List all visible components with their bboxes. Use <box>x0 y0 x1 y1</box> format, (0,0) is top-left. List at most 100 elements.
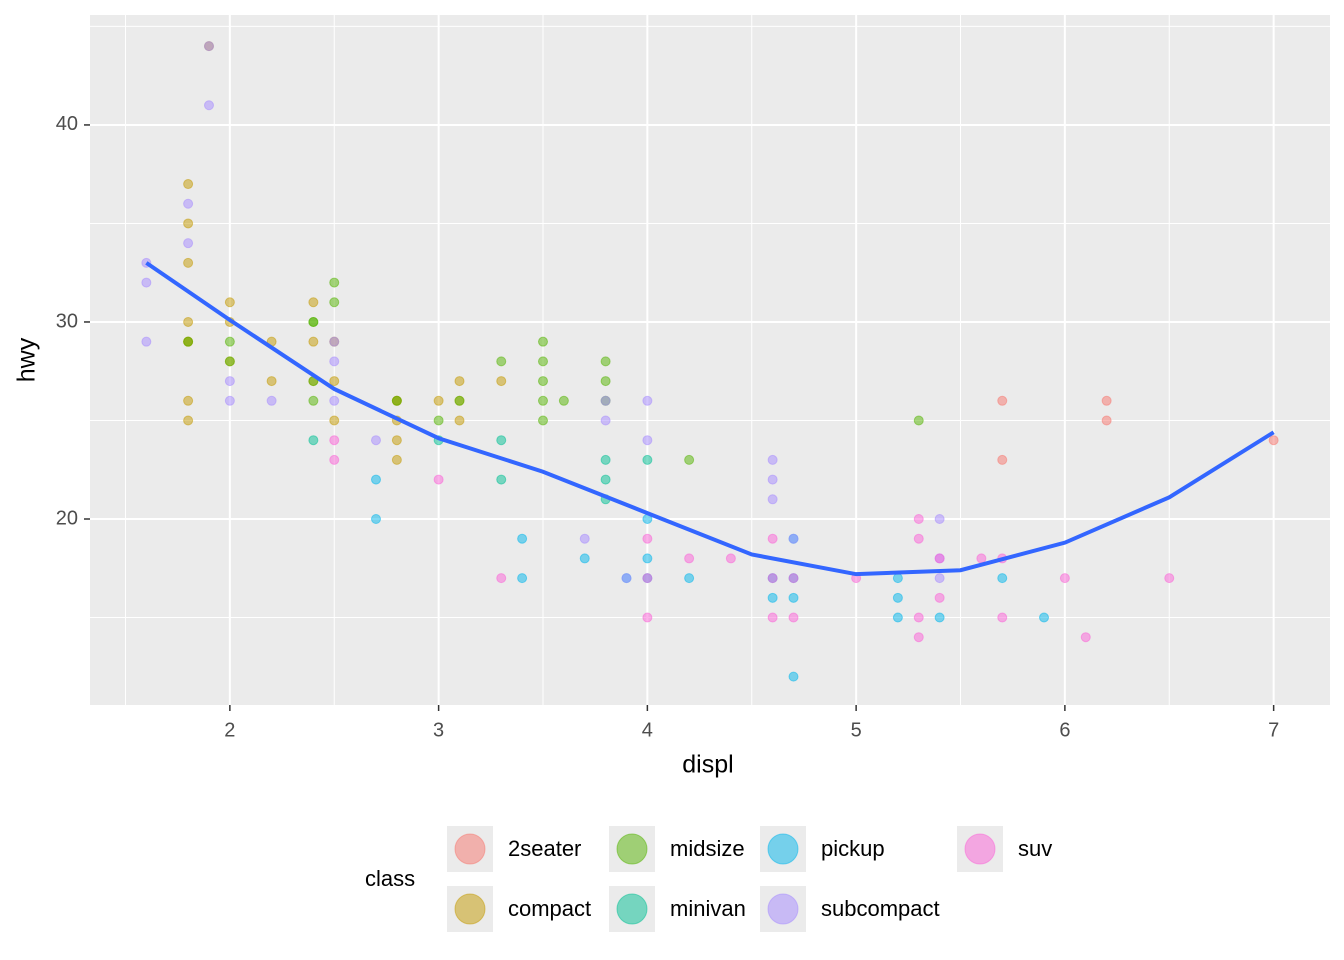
point <box>329 454 340 465</box>
point <box>496 435 507 446</box>
point <box>767 474 778 485</box>
point <box>329 277 340 288</box>
point <box>329 395 340 406</box>
point <box>788 671 799 682</box>
point <box>642 612 653 623</box>
point <box>600 356 611 367</box>
point <box>600 474 611 485</box>
point <box>767 454 778 465</box>
point <box>183 238 194 249</box>
point <box>600 415 611 426</box>
point <box>725 553 736 564</box>
point <box>913 612 924 623</box>
point <box>767 612 778 623</box>
point <box>454 376 465 387</box>
point <box>684 553 695 564</box>
legend-swatch <box>767 893 799 925</box>
legend-swatch <box>616 893 648 925</box>
point <box>642 573 653 584</box>
point <box>600 454 611 465</box>
legend-label: compact <box>508 896 591 921</box>
x-tick-label: 5 <box>851 719 862 741</box>
legend-swatch <box>767 833 799 865</box>
point <box>934 592 945 603</box>
point <box>913 514 924 525</box>
point <box>224 395 235 406</box>
point <box>934 573 945 584</box>
point <box>329 415 340 426</box>
legend-label: subcompact <box>821 896 940 921</box>
point <box>329 376 340 387</box>
point <box>642 454 653 465</box>
legend-label: midsize <box>670 836 745 861</box>
point <box>537 395 548 406</box>
point <box>537 356 548 367</box>
legend-label: minivan <box>670 896 746 921</box>
point <box>308 297 319 308</box>
point <box>454 415 465 426</box>
point <box>224 356 235 367</box>
point <box>391 435 402 446</box>
point <box>370 435 381 446</box>
point <box>788 592 799 603</box>
point <box>767 592 778 603</box>
y-axis-title: hwy <box>13 337 41 382</box>
point <box>266 395 277 406</box>
x-tick-label: 3 <box>433 719 444 741</box>
point <box>183 218 194 229</box>
point <box>976 553 987 564</box>
point <box>224 336 235 347</box>
legend-swatch <box>454 833 486 865</box>
point <box>517 573 528 584</box>
point <box>537 336 548 347</box>
point <box>537 376 548 387</box>
legend-swatch <box>964 833 996 865</box>
point <box>892 592 903 603</box>
point <box>329 435 340 446</box>
point <box>892 612 903 623</box>
point <box>997 573 1008 584</box>
point <box>141 336 152 347</box>
point <box>997 612 1008 623</box>
point <box>183 395 194 406</box>
point <box>558 395 569 406</box>
point <box>767 494 778 505</box>
x-tick-label: 2 <box>224 719 235 741</box>
point <box>183 415 194 426</box>
point <box>183 336 194 347</box>
point <box>266 376 277 387</box>
point <box>1059 573 1070 584</box>
point <box>433 415 444 426</box>
point <box>370 474 381 485</box>
point <box>684 573 695 584</box>
point <box>788 533 799 544</box>
point <box>496 376 507 387</box>
point <box>183 179 194 190</box>
point <box>1080 632 1091 643</box>
point <box>767 533 778 544</box>
point <box>203 100 214 111</box>
point <box>308 316 319 327</box>
point <box>496 573 507 584</box>
point <box>642 395 653 406</box>
point <box>433 395 444 406</box>
point <box>788 573 799 584</box>
point <box>934 514 945 525</box>
point <box>183 198 194 209</box>
smooth-line <box>145 261 1275 577</box>
point <box>183 316 194 327</box>
point <box>913 415 924 426</box>
legend-label: 2seater <box>508 836 581 861</box>
point <box>579 553 590 564</box>
y-tick-label: 20 <box>56 507 78 529</box>
point <box>997 454 1008 465</box>
x-tick-label: 6 <box>1059 719 1070 741</box>
point <box>621 573 632 584</box>
y-tick-label: 30 <box>56 310 78 332</box>
y-tick-label: 40 <box>56 113 78 135</box>
panel <box>90 15 1330 705</box>
x-axis-title: displ <box>682 751 733 779</box>
point <box>600 395 611 406</box>
point <box>934 553 945 564</box>
x-tick-label: 4 <box>642 719 653 741</box>
